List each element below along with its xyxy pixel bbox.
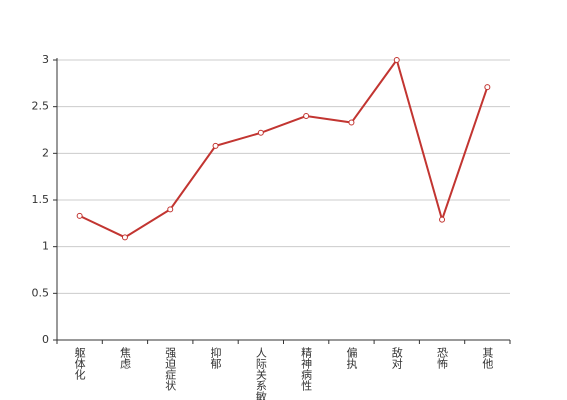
x-tick-label: 抑郁	[209, 346, 222, 369]
point	[393, 57, 400, 63]
x-tick-label: 强迫症状	[164, 347, 177, 391]
point	[212, 142, 219, 149]
x-tick-label: 人际关系敏感	[254, 347, 267, 400]
point	[121, 234, 128, 241]
x-tick-label: 躯体化	[73, 347, 86, 381]
x-tick-label: 敌对	[390, 346, 403, 369]
y-tick-label: 2.5	[32, 100, 50, 113]
point	[439, 216, 446, 223]
point	[167, 206, 174, 213]
y-tick-label: 0.5	[32, 286, 50, 299]
y-tick-label: 3	[42, 53, 49, 66]
x-tick-label: 恐怖	[436, 347, 449, 369]
x-tick-label: 焦虑	[118, 347, 131, 369]
x-tick-label: 精神病性	[300, 347, 313, 392]
x-tick-label: 偏执	[345, 346, 358, 370]
y-tick-label: 2	[42, 146, 49, 159]
point	[348, 119, 355, 126]
line	[79, 57, 489, 239]
y-tick-label: 1	[42, 240, 49, 253]
point	[303, 113, 310, 119]
point	[76, 212, 83, 219]
point	[484, 84, 491, 91]
y-tick-label: 1.5	[32, 193, 50, 206]
point	[257, 129, 264, 136]
x-tick-label: 其他	[481, 347, 494, 369]
y-tick-label: 0	[42, 333, 49, 346]
